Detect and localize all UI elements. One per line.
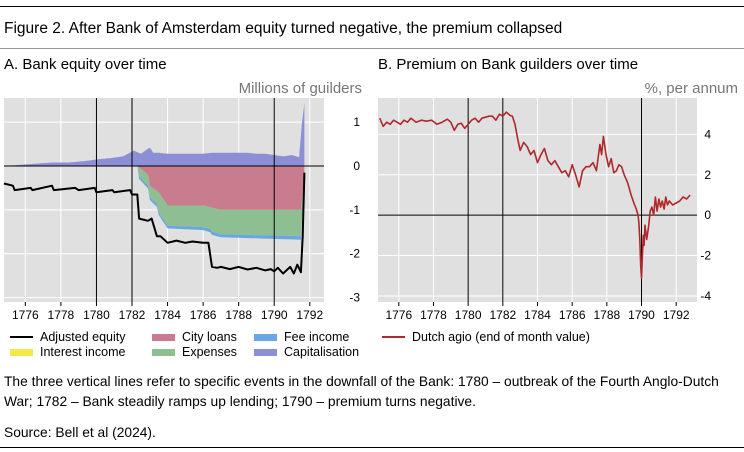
y-tick-label: 2 — [704, 168, 711, 182]
y-tick-label: 1 — [353, 115, 360, 129]
x-tick-label: 1788 — [593, 308, 620, 322]
x-tick-label: 1786 — [559, 308, 586, 322]
x-tick-label: 1786 — [190, 308, 217, 322]
x-tick-label: 1780 — [455, 308, 482, 322]
x-tick-label: 1778 — [48, 308, 75, 322]
legend-label: Fee income — [284, 330, 350, 344]
area-expenses — [4, 166, 305, 237]
bottom-rule — [0, 447, 744, 448]
legend-interest-income: Interest income — [10, 345, 125, 359]
x-tick-label: 1784 — [524, 308, 551, 322]
legend-label: Capitalisation — [284, 345, 360, 359]
x-tick-label: 1782 — [489, 308, 516, 322]
area-fee-income — [4, 166, 305, 240]
legend-swatch-expenses — [152, 348, 175, 356]
legend-label: Expenses — [182, 345, 237, 359]
legend-adjusted-equity: Adjusted equity — [10, 330, 125, 344]
x-tick-label: 1780 — [83, 308, 110, 322]
legend-swatch-capitalisation — [254, 348, 277, 356]
legend-swatch-adjusted-equity — [10, 336, 33, 338]
panel-a-unit: Millions of guilders — [238, 80, 362, 97]
x-tick-label: 1782 — [119, 308, 146, 322]
legend-swatch-dutch-agio — [382, 336, 405, 338]
x-tick-label: 1792 — [663, 308, 690, 322]
legend-swatch-city-loans — [152, 333, 175, 341]
series-line-adjusted-equity — [3, 172, 306, 275]
y-tick-label: 4 — [704, 127, 711, 141]
legend-label: City loans — [182, 330, 237, 344]
panel-b-title: B. Premium on Bank guilders over time — [378, 56, 639, 73]
x-tick-label: 1792 — [296, 308, 323, 322]
y-tick-label: -4 — [700, 289, 711, 303]
legend-city-loans: City loans — [152, 330, 237, 344]
x-tick-label: 1788 — [225, 308, 252, 322]
y-tick-label: 0 — [353, 159, 360, 173]
figure-source: Source: Bell et al (2024). — [4, 425, 156, 440]
panel-b-unit: %, per annum — [644, 80, 738, 97]
legend-dutch-agio: Dutch agio (end of month value) — [382, 330, 590, 344]
top-rule — [0, 6, 744, 7]
x-tick-label: 1778 — [420, 308, 447, 322]
legend-label: Dutch agio (end of month value) — [412, 330, 590, 344]
legend-swatch-fee-income — [254, 333, 277, 341]
figure-notes: The three vertical lines refer to specif… — [4, 374, 719, 409]
y-tick-label: -2 — [700, 249, 711, 263]
legend-label: Adjusted equity — [40, 330, 126, 344]
title-rule — [0, 48, 744, 49]
x-tick-label: 1784 — [154, 308, 181, 322]
x-tick-label: 1790 — [628, 308, 655, 322]
legend-capitalisation: Capitalisation — [254, 345, 359, 359]
y-tick-label: -1 — [349, 203, 360, 217]
y-tick-label: -3 — [349, 291, 360, 305]
x-tick-label: 1776 — [385, 308, 412, 322]
x-tick-label: 1790 — [261, 308, 288, 322]
y-tick-label: 0 — [704, 208, 711, 222]
legend-fee-income: Fee income — [254, 330, 349, 344]
legend-expenses: Expenses — [152, 345, 237, 359]
x-tick-label: 1776 — [12, 308, 39, 322]
panel-a-chart: 1776 1778 1780 1782 1784 1786 1788 1790 1792 1 0 -1… — [3, 98, 360, 322]
legend-swatch-interest-income — [10, 348, 33, 356]
figure-title: Figure 2. After Bank of Amsterdam equity… — [4, 20, 563, 37]
area-city-loans — [4, 166, 305, 210]
panel-a-title: A. Bank equity over time — [4, 56, 167, 73]
series-line-dutch-agio — [378, 111, 691, 279]
panel-b-chart: 1776 1778 1780 1782 1784 1786 1788 1790 1792 4 2 0 -… — [378, 98, 711, 322]
y-tick-label: -2 — [349, 247, 360, 261]
legend-label: Interest income — [40, 345, 126, 359]
